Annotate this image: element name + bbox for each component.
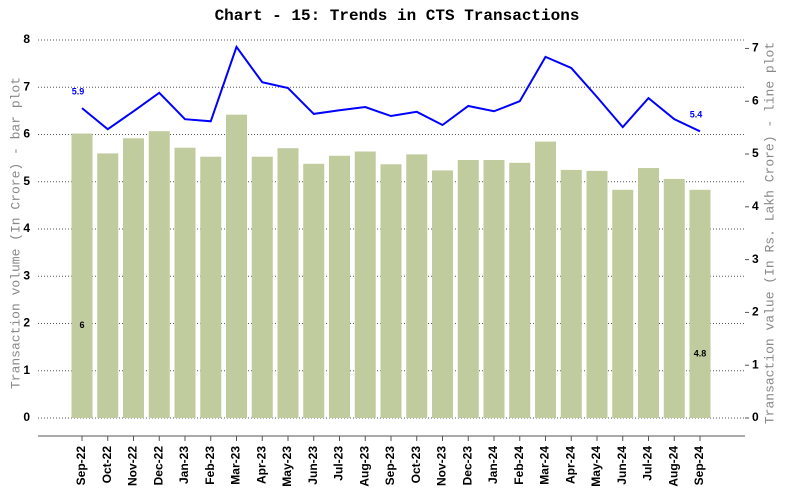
x-tick-label: Nov-23 (435, 446, 449, 486)
x-tick-label: Feb-23 (203, 446, 217, 485)
x-tick-label: May-23 (280, 446, 294, 487)
x-tick-label: Jan-23 (177, 446, 191, 484)
y-tick-label: 3 (23, 268, 30, 282)
bar (71, 133, 93, 418)
x-tick-label: Feb-24 (512, 446, 526, 485)
chart-title: Chart - 15: Trends in CTS Transactions (215, 7, 580, 25)
y2-tick-label: 1 (752, 357, 759, 371)
x-tick-label: Jun-24 (615, 446, 629, 485)
bar (226, 114, 247, 418)
y2-tick-label: 2 (752, 305, 759, 319)
line-value-label: 5.4 (690, 110, 703, 120)
x-tick-label: Jan-24 (486, 446, 500, 484)
y-tick-label: 5 (23, 174, 30, 188)
x-tick-label: Aug-24 (666, 446, 680, 487)
bar (406, 154, 428, 418)
bar (277, 148, 299, 418)
x-tick-label: Mar-24 (538, 446, 552, 485)
y-tick-label: 7 (23, 79, 30, 93)
x-tick-label: Mar-23 (229, 446, 243, 485)
x-tick-label: Jul-23 (332, 446, 346, 481)
bar (174, 147, 196, 419)
y-tick-label: 2 (23, 316, 30, 330)
bar (251, 156, 273, 418)
x-tick-label: Dec-22 (151, 446, 165, 486)
bar (97, 153, 119, 418)
y-tick-label: 0 (23, 410, 30, 424)
y2-tick-label: 0 (752, 410, 759, 424)
y2-axis-label: Transaction value (In Rs. Lakh Crore) - … (762, 42, 777, 424)
bar (586, 170, 608, 418)
y-tick-label: 6 (23, 127, 30, 141)
bar (329, 155, 350, 418)
bar (483, 160, 505, 418)
bar (303, 163, 325, 418)
bar (689, 189, 711, 418)
x-tick-label: Apr-23 (254, 446, 268, 484)
x-tick-label: Jun-23 (306, 446, 320, 485)
bar-value-label: 6 (79, 320, 84, 330)
bar (123, 138, 144, 418)
y2-tick-label: 4 (752, 199, 759, 213)
x-tick-label: Oct-23 (409, 446, 423, 484)
bar (432, 170, 453, 418)
y-tick-label: 1 (23, 363, 30, 377)
bar-value-label: 4.8 (694, 348, 707, 358)
bar (560, 169, 582, 418)
x-tick-label: Sep-23 (383, 446, 397, 486)
y2-tick-label: 6 (752, 93, 759, 107)
bar (663, 178, 685, 418)
bar (354, 151, 376, 418)
y-axis-label: Transaction volume (In Crore) - bar plot (8, 77, 23, 389)
x-tick-label: Aug-23 (357, 446, 371, 487)
x-tick-label: Nov-22 (126, 446, 140, 486)
y-tick-label: 4 (23, 221, 30, 235)
bar (148, 131, 170, 418)
x-tick-label: Sep-22 (74, 446, 88, 486)
y2-tick-label: 3 (752, 252, 759, 266)
bar (638, 168, 659, 418)
x-tick-label: Apr-24 (563, 446, 577, 484)
bar (535, 141, 556, 418)
x-tick-label: Dec-23 (460, 446, 474, 486)
x-tick-label: Sep-24 (692, 446, 706, 486)
line (81, 44, 701, 133)
y-tick-label: 8 (23, 32, 30, 46)
line-value-label: 5.9 (72, 86, 85, 96)
bar (380, 164, 402, 418)
x-tick-label: Oct-22 (100, 446, 114, 484)
bar (509, 162, 531, 418)
bar (457, 160, 479, 418)
bar (200, 156, 222, 418)
y2-tick-label: 5 (752, 146, 759, 160)
x-tick-label: Jul-24 (641, 446, 655, 481)
y2-tick-label: 7 (752, 41, 759, 55)
bar (612, 189, 634, 418)
x-tick-label: May-24 (589, 446, 603, 487)
